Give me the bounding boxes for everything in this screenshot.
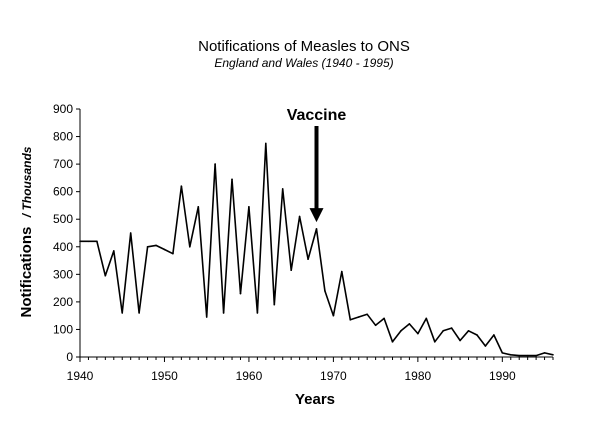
data-point	[366, 313, 368, 316]
data-point	[146, 245, 149, 248]
data-point	[459, 339, 461, 342]
data-point	[197, 206, 200, 208]
vaccine-label: Vaccine	[287, 107, 347, 124]
x-tick-label: 1940	[67, 369, 94, 383]
data-point	[298, 215, 301, 218]
data-point	[281, 188, 284, 190]
data-point	[543, 352, 546, 354]
x-tick-label: 1990	[489, 369, 516, 383]
x-tick-label: 1950	[151, 369, 178, 383]
y-tick-label: 700	[53, 157, 73, 171]
y-axis-label-text: Notifications	[18, 227, 35, 318]
x-axis-label: Years	[295, 391, 335, 408]
y-tick-label: 300	[53, 267, 73, 281]
svg-text:Notifications / Thousand: Notifications / Thousands	[18, 146, 35, 317]
data-point	[391, 341, 394, 343]
y-axis: 0 100 200 300 400 500 600 700 800 900	[53, 102, 81, 364]
data-point	[163, 248, 166, 251]
y-tick-label: 600	[53, 185, 73, 199]
data-point	[87, 240, 90, 243]
data-point	[307, 258, 309, 260]
data-point	[518, 354, 521, 357]
data-point	[248, 206, 250, 208]
y-tick-label: 400	[53, 240, 73, 254]
y-tick-label: 800	[53, 130, 73, 144]
data-point	[417, 332, 419, 335]
y-axis-unit: / Thousands	[20, 146, 34, 218]
data-point	[96, 240, 98, 243]
series-line-group	[79, 142, 554, 357]
data-point	[467, 330, 470, 332]
y-tick-label: 900	[53, 102, 73, 116]
data-point	[552, 353, 554, 356]
data-point	[442, 330, 444, 332]
data-point	[332, 314, 335, 317]
chart-subtitle: England and Wales (1940 - 1995)	[214, 56, 393, 70]
data-point	[172, 252, 174, 255]
data-point	[315, 228, 318, 230]
data-point	[129, 232, 132, 234]
data-point	[214, 163, 216, 165]
data-point	[189, 245, 191, 248]
x-tick-label: 1960	[236, 369, 263, 383]
data-point	[138, 312, 140, 314]
data-point	[265, 142, 267, 145]
data-point	[341, 270, 343, 273]
data-point	[222, 312, 225, 314]
data-point	[180, 185, 183, 187]
data-point	[509, 353, 512, 356]
y-axis-label: Notifications / Thousands	[18, 146, 35, 317]
data-point	[357, 316, 360, 318]
x-tick-label: 1970	[320, 369, 347, 383]
data-point	[501, 352, 504, 354]
data-point	[535, 354, 537, 357]
data-point	[256, 312, 259, 314]
chart-title: Notifications of Measles to ONS	[198, 38, 410, 55]
data-point	[324, 290, 326, 292]
data-point	[374, 324, 377, 327]
data-point	[493, 334, 495, 336]
data-point	[205, 316, 208, 318]
y-tick-label: 0	[66, 350, 73, 364]
data-point	[450, 327, 453, 329]
data-point	[400, 330, 402, 332]
data-point	[273, 303, 276, 306]
data-point	[121, 312, 124, 314]
y-tick-label: 500	[53, 212, 73, 226]
data-point	[408, 323, 411, 325]
data-point	[349, 319, 352, 321]
y-tick-label: 200	[53, 295, 73, 309]
data-point	[104, 274, 107, 277]
data-point	[231, 178, 233, 181]
data-point	[476, 334, 478, 336]
data-point	[425, 317, 428, 320]
vaccine-arrow-head	[309, 208, 324, 223]
data-point	[79, 240, 81, 243]
data-point	[526, 354, 529, 357]
x-axis: 1940 1950 1960 1970 1980 1990	[67, 356, 554, 383]
y-tick-label: 100	[53, 322, 73, 336]
vaccine-annotation: Vaccine	[287, 107, 347, 223]
data-point	[383, 317, 385, 320]
data-point	[484, 345, 487, 347]
data-point	[112, 250, 115, 252]
x-tick-label: 1980	[405, 369, 432, 383]
data-point	[155, 244, 157, 247]
data-point	[433, 341, 436, 343]
data-point	[239, 292, 242, 295]
data-point	[290, 269, 292, 272]
